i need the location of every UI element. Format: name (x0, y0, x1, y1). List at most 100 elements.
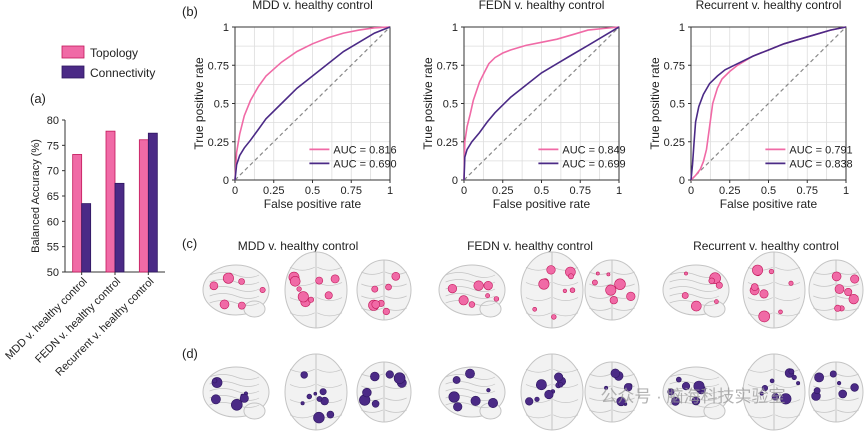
bar-topology (105, 130, 116, 273)
gyrus-line (289, 312, 315, 317)
brain-node (485, 293, 490, 299)
brain-node (675, 376, 682, 383)
brain-lateral-connectivity (202, 366, 270, 420)
brain-node (470, 395, 481, 406)
bar-y-tick-label: 55 (47, 242, 59, 254)
gyrus-line (747, 414, 773, 419)
roc-curve-topology (463, 26, 620, 181)
brain-node (558, 382, 564, 388)
bar-y-tick-label: 80 (47, 115, 59, 127)
gyrus-line (747, 368, 773, 373)
cerebellum-outline (703, 402, 726, 420)
roc-chance-line (690, 26, 847, 181)
gyrus-line (525, 368, 551, 373)
roc-y-tick-label: 0 (679, 175, 685, 187)
gyrus-line (813, 295, 836, 299)
brain-node (313, 411, 325, 424)
brain-node (595, 271, 600, 276)
roc-x-tick-label: 0.25 (719, 185, 740, 197)
gyrus-line (209, 279, 260, 285)
brain-node (447, 284, 458, 294)
brain-title-recurrent: Recurrent v. healthy control (693, 239, 839, 253)
brain-node (209, 281, 219, 291)
roc-x-axis-label: False positive rate (720, 197, 818, 211)
roc-curve-connectivity (234, 26, 391, 181)
roc-chance-line (463, 26, 620, 181)
roc-y-tick-label: 0.75 (208, 60, 229, 72)
gyrus-line (553, 282, 579, 286)
gyrus-line (589, 397, 612, 401)
brain-node (534, 396, 540, 402)
brain-node (616, 396, 626, 407)
roc-legend-label: AUC = 0.838 (789, 158, 852, 170)
bar-topology (138, 139, 149, 273)
cerebellum-outline (243, 300, 266, 318)
gyrus-line (209, 374, 260, 380)
brain-coronal-connectivity (356, 361, 412, 423)
gyrus-line (317, 266, 343, 271)
roc-chart-mdd: MDD v. healthy control 0 0.25 0.5 0.75 1 0 0.25… (192, 0, 397, 211)
gyrus-line (836, 409, 859, 413)
gyrus-line (669, 374, 720, 380)
roc-legend-label: AUC = 0.699 (562, 158, 625, 170)
gyrus-line (775, 312, 801, 317)
panel-label-a: (a) (30, 91, 46, 106)
roc-y-axis-label: True positive rate (648, 57, 662, 150)
legend-label-connectivity: Connectivity (90, 66, 155, 80)
brain-node (604, 385, 609, 390)
roc-x-tick-label: 0.5 (534, 185, 549, 197)
gyrus-line (525, 414, 551, 419)
gyrus-line (669, 286, 720, 292)
gyrus-line (589, 283, 612, 287)
brain-node (788, 368, 795, 375)
brain-node (330, 274, 340, 284)
bar-y-tick-label: 65 (47, 191, 59, 203)
brain-node (238, 278, 245, 285)
roc-legend-label: AUC = 0.690 (333, 158, 396, 170)
brain-node (493, 296, 500, 302)
gyrus-line (612, 271, 635, 275)
brain-node (605, 284, 617, 296)
gyrus-line (317, 297, 343, 301)
brain-node (536, 379, 547, 391)
brain-node (836, 381, 842, 386)
roc-y-tick-label: 0.25 (664, 137, 685, 149)
gyrus-line (589, 307, 612, 311)
gyrus-line (589, 295, 612, 299)
bar-y-tick-label: 75 (47, 140, 59, 152)
panel-label-b: (b) (182, 4, 198, 19)
brain-node (844, 287, 853, 296)
roc-title: FEDN v. healthy control (479, 0, 605, 12)
brain-node (759, 391, 764, 396)
gyrus-line (384, 295, 407, 299)
brain-node (371, 300, 381, 309)
brain-node (371, 399, 380, 408)
brain-node (623, 383, 633, 392)
brain-node (237, 301, 246, 310)
brain-node (850, 274, 860, 284)
brain-node (715, 281, 723, 289)
legend-label-topology: Topology (90, 46, 138, 60)
gyrus-line (209, 300, 260, 306)
brain-node (780, 393, 792, 405)
brain-lateral-topology (202, 264, 270, 318)
roc-chance-line (234, 26, 391, 181)
brain-lateral-connectivity (438, 366, 506, 420)
brain-node (554, 372, 564, 382)
brain-node (690, 300, 702, 312)
roc-chart-recurrent: Recurrent v. healthy control 0 0.25 0.5 0.75… (648, 0, 853, 211)
brain-node (813, 387, 821, 395)
brain-node (448, 391, 460, 403)
brain-axial-connectivity (520, 353, 584, 431)
brain-node (371, 285, 379, 293)
brain-node (814, 372, 824, 383)
brain-node (761, 385, 769, 392)
gyrus-line (813, 271, 836, 275)
roc-y-tick-label: 1 (223, 22, 229, 34)
brain-node (297, 291, 309, 303)
cerebellum-outline (243, 402, 266, 420)
gyrus-line (589, 385, 612, 389)
brain-axial-topology (284, 251, 348, 329)
gyrus-line (361, 271, 384, 275)
gyrus-line (813, 385, 836, 389)
